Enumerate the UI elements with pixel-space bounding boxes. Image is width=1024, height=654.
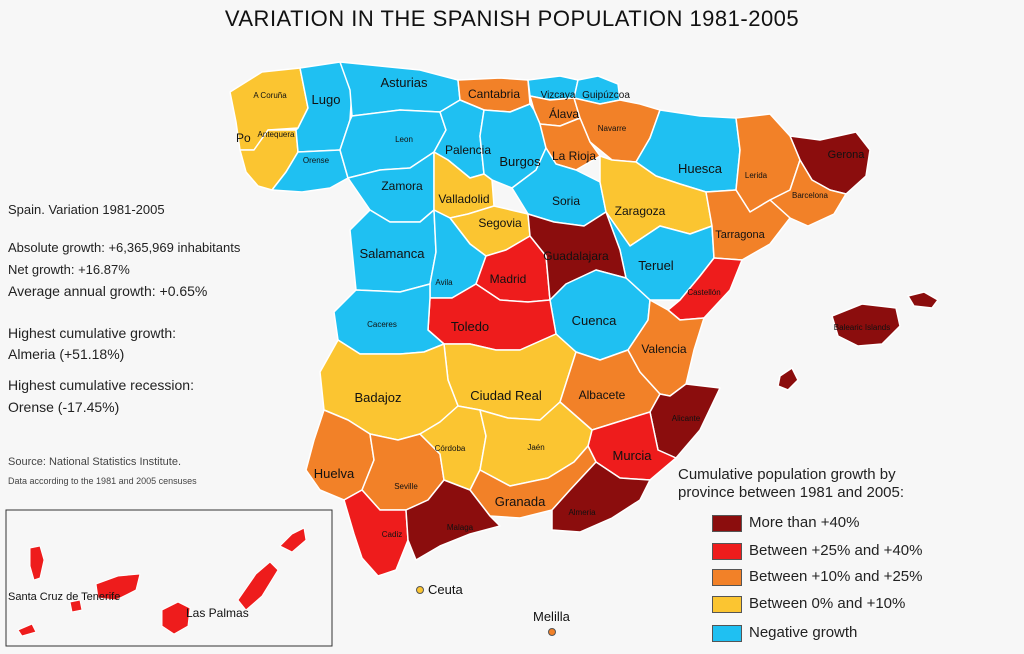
legend-label: More than +40%: [749, 514, 860, 531]
label-zaragoza: Zaragoza: [615, 204, 666, 218]
label-santa-cruz: Santa Cruz de Tenerife: [8, 591, 120, 603]
label-asturias: Asturias: [381, 75, 428, 90]
legend-swatch: [712, 543, 742, 560]
province-almeria: [551, 461, 651, 533]
province-granada: [469, 445, 597, 519]
label-cadiz: Cadiz: [382, 530, 402, 539]
canary-islands-inset-frame: [5, 509, 333, 647]
province-barcelona: [769, 159, 847, 227]
label-orense: Orense: [303, 156, 330, 165]
legend-label: Between 0% and +10%: [749, 595, 906, 612]
label-balearic: Balearic Islands: [834, 323, 890, 332]
label-valladolid: Valladolid: [438, 192, 489, 206]
label-alava: Álava: [549, 106, 579, 121]
label-almeria: Almeria: [568, 508, 596, 517]
province-tarragona: [705, 189, 791, 261]
label-lugo: Lugo: [312, 92, 341, 107]
label-toledo: Toledo: [451, 319, 489, 334]
label-segovia: Segovia: [478, 216, 522, 230]
province-caceres: [333, 283, 445, 355]
label-madrid: Madrid: [490, 272, 527, 286]
label-seville: Seville: [394, 482, 418, 491]
province-santa-cruz-la-palma: [29, 545, 45, 581]
label-cordoba: Córdoba: [435, 444, 466, 453]
label-leon: Leon: [395, 135, 413, 144]
label-la-rioja: La Rioja: [552, 149, 596, 163]
label-huesca: Huesca: [678, 161, 723, 176]
label-ceuta: Ceuta: [428, 582, 463, 597]
stats-net-growth: Net growth: +16.87%: [8, 262, 130, 277]
label-alicante: Alicante: [672, 414, 701, 423]
legend-label: Between +10% and +25%: [749, 568, 923, 585]
stats-highest-recession-label: Highest cumulative recession:: [8, 377, 194, 393]
legend-title: Cumulative population growth by province…: [678, 466, 904, 502]
label-caceres: Caceres: [367, 320, 397, 329]
label-navarre: Navarre: [598, 124, 627, 133]
stats-average-growth: Average annual growth: +0.65%: [8, 283, 208, 299]
label-avila: Avila: [435, 278, 453, 287]
label-zamora: Zamora: [381, 179, 423, 193]
data-note: Data according to the 1981 and 2005 cens…: [8, 476, 197, 486]
stats-absolute-growth: Absolute growth: +6,365,969 inhabitants: [8, 240, 241, 255]
stats-highest-growth-value: Almeria (+51.18%): [8, 346, 125, 362]
province-balearic-mallorca: [831, 303, 901, 347]
legend-swatch: [712, 569, 742, 586]
province-santa-cruz-hierro: [17, 623, 37, 637]
label-albacete: Albacete: [579, 388, 626, 402]
label-soria: Soria: [552, 194, 580, 208]
label-guipuzcoa: Guipúzcoa: [582, 90, 630, 101]
label-cuenca: Cuenca: [572, 313, 618, 328]
province-balearic-ibiza: [777, 367, 799, 391]
province-las-palmas-fuerteventura: [237, 561, 279, 611]
province-balearic-menorca: [907, 291, 939, 309]
province-cadiz: [343, 489, 409, 577]
melilla-marker: [548, 628, 556, 636]
province-a-coruna: [229, 67, 309, 151]
legend-title-line-2: province between 1981 and 2005:: [678, 484, 905, 501]
label-salamanca: Salamanca: [359, 246, 425, 261]
legend-swatch: [712, 596, 742, 613]
label-lerida: Lerida: [745, 171, 768, 180]
label-melilla: Melilla: [533, 609, 571, 624]
label-gerona: Gerona: [828, 149, 866, 161]
label-antequera: Antequera: [258, 130, 295, 139]
stats-heading: Spain. Variation 1981-2005: [8, 202, 165, 217]
label-murcia: Murcia: [612, 448, 652, 463]
label-palencia: Palencia: [445, 143, 491, 157]
legend-swatch: [712, 625, 742, 642]
label-granada: Granada: [495, 494, 546, 509]
label-pontevedra: Po: [236, 131, 251, 145]
ceuta-marker: [416, 586, 424, 594]
label-burgos: Burgos: [499, 154, 541, 169]
label-ciudad-real: Ciudad Real: [470, 388, 542, 403]
province-las-palmas-lanzarote: [279, 527, 307, 553]
label-cantabria: Cantabria: [468, 87, 520, 101]
label-badajoz: Badajoz: [355, 390, 402, 405]
province-santa-cruz-tenerife: [95, 573, 141, 601]
label-vizcaya: Vizcaya: [541, 90, 576, 101]
legend-label: Negative growth: [749, 624, 858, 641]
label-las-palmas: Las Palmas: [186, 606, 249, 620]
label-castellon: Castellón: [687, 288, 720, 297]
province-malaga: [405, 479, 501, 561]
legend-swatch: [712, 515, 742, 532]
label-teruel: Teruel: [638, 258, 674, 273]
map-title: VARIATION IN THE SPANISH POPULATION 1981…: [224, 6, 800, 31]
stats-highest-recession-value: Orense (-17.45%): [8, 399, 120, 415]
label-huelva: Huelva: [314, 466, 355, 481]
label-valencia: Valencia: [641, 342, 686, 356]
legend-title-line-1: Cumulative population growth by: [678, 466, 896, 483]
label-malaga: Malaga: [447, 523, 474, 532]
legend-label: Between +25% and +40%: [749, 542, 923, 559]
label-jaen: Jaén: [527, 443, 544, 452]
stats-highest-growth-label: Highest cumulative growth:: [8, 325, 177, 341]
province-santa-cruz-gomera: [69, 599, 83, 613]
label-barcelona: Barcelona: [792, 191, 829, 200]
label-guadalajara: Guadalajara: [543, 249, 609, 263]
source-note: Source: National Statistics Institute.: [8, 456, 182, 468]
label-tarragona: Tarragona: [715, 229, 765, 241]
province-las-palmas-gran-canaria: [161, 601, 191, 635]
label-a-coruna: A Coruña: [253, 91, 287, 100]
